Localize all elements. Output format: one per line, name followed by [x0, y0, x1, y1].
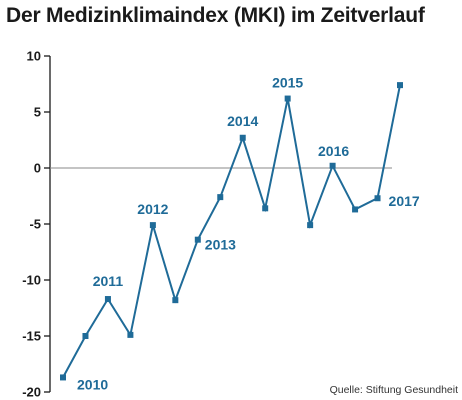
- year-label: 2016: [318, 143, 349, 159]
- year-label: 2011: [93, 273, 124, 289]
- y-tick-label: -10: [22, 273, 41, 288]
- y-tick-label: -20: [22, 385, 41, 400]
- y-tick-label: 0: [34, 161, 41, 176]
- data-point: [194, 236, 201, 243]
- source-note: Quelle: Stiftung Gesundheit: [329, 384, 458, 396]
- data-point: [329, 162, 336, 169]
- y-tick-label: 5: [34, 105, 41, 120]
- data-point: [239, 134, 246, 141]
- data-point: [149, 222, 156, 229]
- data-point: [374, 195, 381, 202]
- data-point: [82, 333, 89, 339]
- data-point: [217, 194, 224, 201]
- data-point: [262, 205, 269, 212]
- series-line: [62, 84, 401, 378]
- y-tick-label: -15: [22, 329, 41, 344]
- data-point: [172, 297, 179, 304]
- data-points: [60, 82, 403, 381]
- data-point: [127, 331, 134, 338]
- data-point: [60, 374, 66, 381]
- data-point: [352, 206, 359, 213]
- year-label: 2010: [77, 376, 108, 392]
- year-label: 2015: [272, 75, 303, 91]
- data-point: [397, 82, 403, 89]
- y-tick-label: 10: [27, 49, 41, 64]
- year-annotations: 2010 2011 2012 2013 2014 2015 2016 2017: [77, 75, 420, 393]
- data-point: [284, 95, 291, 102]
- year-label: 2013: [205, 237, 236, 253]
- axes: [49, 56, 392, 392]
- data-point: [307, 222, 314, 229]
- y-tick-label: -5: [29, 217, 41, 232]
- year-label: 2012: [137, 201, 168, 217]
- chart-title: Der Medizinklimaindex (MKI) im Zeitverla…: [6, 4, 425, 27]
- y-ticks: 10 5 0 -5 -10 -15 -20: [22, 49, 50, 400]
- year-label: 2017: [389, 193, 420, 209]
- series-polyline: [62, 84, 401, 378]
- year-label: 2014: [227, 113, 258, 129]
- data-point: [104, 296, 111, 303]
